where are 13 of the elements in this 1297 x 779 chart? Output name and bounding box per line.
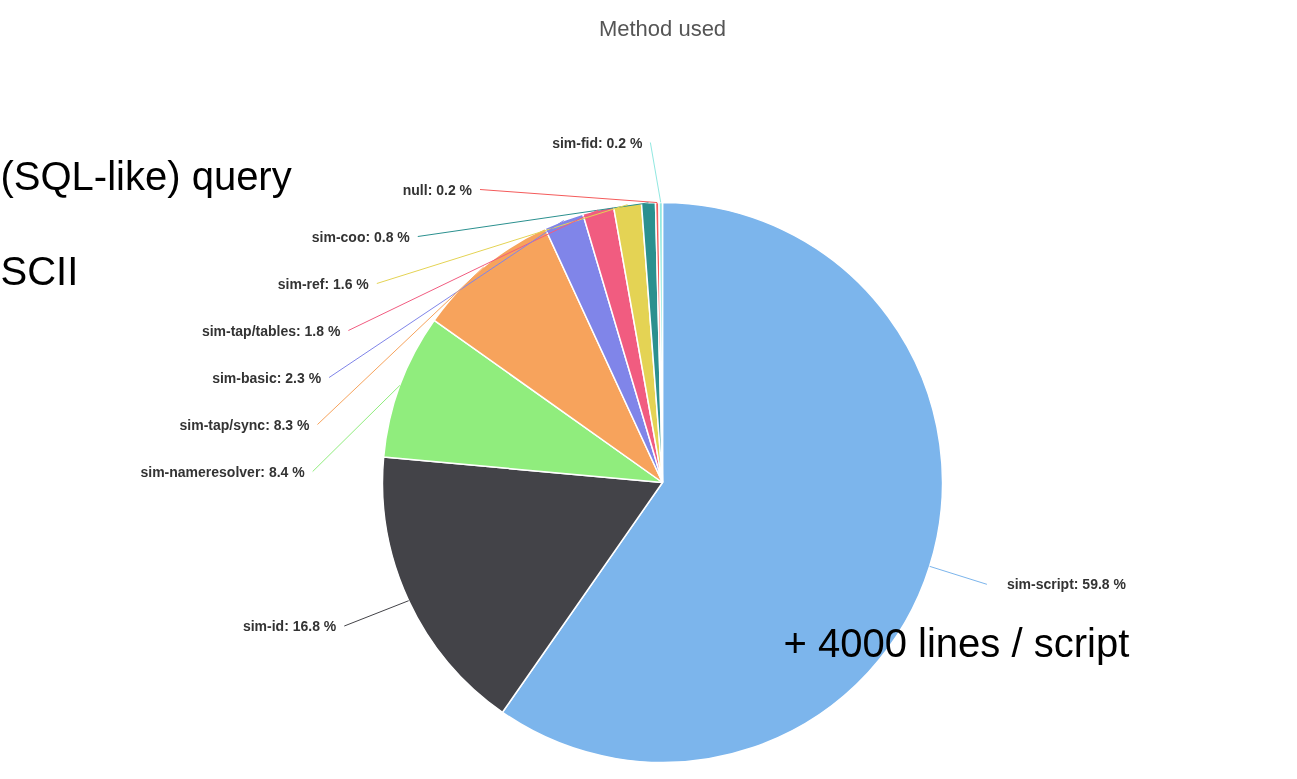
legend-label: sim-script: 59.8 %: [1006, 576, 1127, 593]
slice-label: sim-tap/sync: 8.3 %: [179, 416, 311, 433]
chart-title: Method used: [598, 16, 727, 41]
slice-label: sim-nameresolver: 8.4 %: [140, 463, 306, 480]
slice-label: sim-id: 16.8 %: [242, 618, 337, 635]
slice-label: sim-coo: 0.8 %: [311, 228, 411, 245]
slice-label: sim-tap/tables: 1.8 %: [201, 322, 341, 339]
slice-label: sim-fid: 0.2 %: [552, 134, 643, 151]
text: (SQL-like) query: [0, 153, 292, 198]
slice-label: null: 0.2 %: [402, 181, 473, 198]
text: SCII: [0, 248, 79, 293]
slice-label: sim-ref: 1.6 %: [277, 275, 370, 292]
slice-label: sim-basic: 2.3 %: [212, 369, 322, 386]
